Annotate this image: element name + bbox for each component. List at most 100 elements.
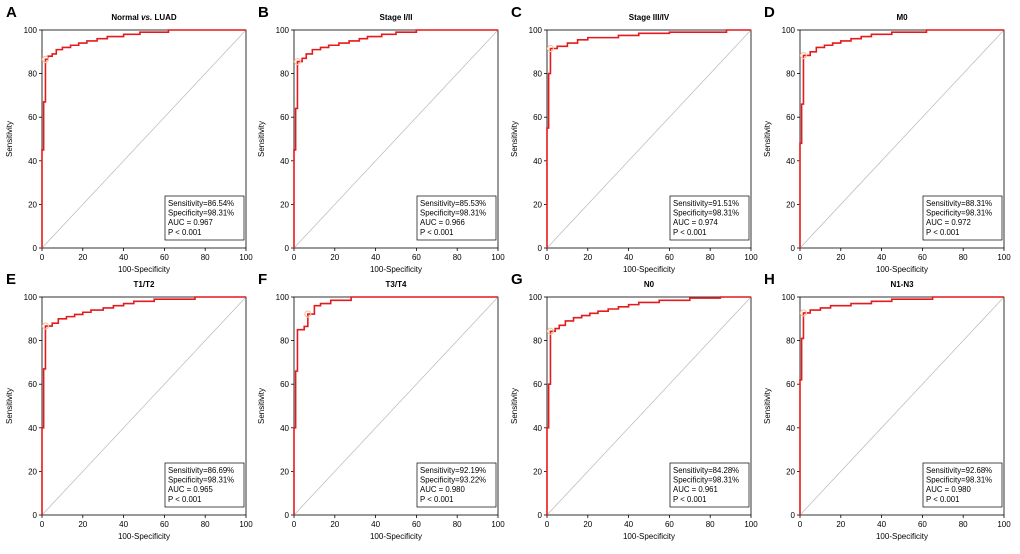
- y-tick-label: 40: [786, 157, 795, 166]
- x-tick-label: 100: [491, 253, 505, 262]
- legend-line: Sensitivity=86.54%: [168, 199, 234, 208]
- legend-line: AUC = 0.972: [926, 218, 971, 227]
- panel-title-text: T1/T2: [134, 280, 155, 289]
- y-tick-label: 100: [529, 26, 543, 35]
- x-tick-label: 0: [798, 253, 803, 262]
- x-tick-label: 20: [330, 520, 339, 529]
- legend-line: AUC = 0.965: [168, 485, 214, 494]
- panel-letter: A: [6, 4, 17, 21]
- legend-box: [164, 462, 245, 508]
- x-tick-label: 100: [997, 253, 1011, 262]
- x-tick-label: 60: [412, 253, 421, 262]
- legend-line: Specificity=98.31%: [673, 476, 739, 485]
- roc-curve: [546, 29, 751, 248]
- legend-line: P < 0.001: [168, 228, 201, 237]
- panel-title: T3/T4: [386, 280, 407, 289]
- legend-box: [669, 462, 750, 508]
- y-tick-label: 20: [533, 467, 542, 476]
- panel-title-text: M0: [896, 13, 908, 22]
- y-tick-label: 0: [285, 244, 290, 253]
- panel-title-text: Stage I/II: [380, 13, 413, 22]
- panel-title: Stage I/II: [380, 13, 413, 22]
- x-tick-label: 20: [78, 520, 87, 529]
- x-tick-label: 0: [292, 520, 297, 529]
- legend-line: AUC = 0.980: [420, 485, 466, 494]
- legend-line: AUC = 0.967: [168, 218, 213, 227]
- panel-letter: E: [6, 271, 16, 288]
- y-tick-label: 60: [28, 113, 37, 122]
- panel-title: N1-N3: [890, 280, 914, 289]
- roc-panel-c: C Stage III/IV 00 20 20 40 40 60 60 80 80 100 100 100…: [510, 4, 758, 274]
- legend-line: P < 0.001: [420, 495, 453, 504]
- plot-frame: [41, 296, 247, 516]
- legend-line: Specificity=98.31%: [926, 209, 992, 218]
- x-tick-label: 20: [78, 253, 87, 262]
- legend-line: P < 0.001: [420, 228, 453, 237]
- panel-title-text: N0: [644, 280, 655, 289]
- x-tick-label: 0: [798, 520, 803, 529]
- x-tick-label: 60: [160, 520, 169, 529]
- y-axis-label: Sensitivity: [257, 121, 266, 157]
- x-tick-label: 100: [744, 253, 758, 262]
- y-tick-label: 100: [529, 293, 543, 302]
- legend-box: [922, 195, 1003, 241]
- legend-line: Specificity=98.31%: [168, 476, 234, 485]
- roc-curve: [293, 29, 498, 248]
- x-tick-label: 40: [371, 520, 380, 529]
- legend-line: Sensitivity=88.31%: [926, 199, 992, 208]
- y-tick-label: 40: [280, 424, 289, 433]
- x-tick-label: 40: [119, 253, 128, 262]
- cutoff-marker: [41, 55, 50, 63]
- y-tick-label: 0: [538, 244, 543, 253]
- x-tick-label: 20: [583, 520, 592, 529]
- panel-title: N0: [644, 280, 655, 289]
- x-tick-label: 80: [201, 253, 210, 262]
- panel-title-text: T3/T4: [386, 280, 407, 289]
- y-tick-label: 100: [24, 293, 38, 302]
- x-tick-label: 20: [583, 253, 592, 262]
- legend-line: P < 0.001: [926, 228, 959, 237]
- panel-letter: B: [258, 4, 269, 21]
- roc-panel-h: H N1-N3 00 20 20 40 40 60 60 80 80 100 100 100-Specif…: [763, 271, 1011, 541]
- x-tick-label: 40: [624, 253, 633, 262]
- roc-panel-d: D M0 00 20 20 40 40 60 60 80 80 100 100 100-Specifici…: [763, 4, 1011, 274]
- panel-letter: F: [258, 271, 267, 288]
- y-axis-label: Sensitivity: [5, 121, 14, 157]
- roc-curve: [41, 29, 246, 248]
- x-tick-label: 60: [918, 520, 927, 529]
- panel-letter: H: [764, 271, 775, 288]
- y-tick-label: 60: [786, 380, 795, 389]
- y-tick-label: 40: [28, 424, 37, 433]
- legend-line: AUC = 0.966: [420, 218, 465, 227]
- plot-frame: [799, 29, 1005, 249]
- legend-box: [669, 195, 750, 241]
- x-tick-label: 40: [119, 520, 128, 529]
- x-tick-label: 20: [836, 253, 845, 262]
- y-tick-label: 20: [28, 200, 37, 209]
- x-tick-label: 100: [239, 520, 253, 529]
- y-tick-label: 40: [280, 157, 289, 166]
- x-tick-label: 40: [624, 520, 633, 529]
- y-tick-label: 80: [28, 337, 37, 346]
- x-tick-label: 40: [877, 520, 886, 529]
- y-tick-label: 20: [533, 200, 542, 209]
- reference-diagonal: [293, 29, 499, 249]
- panel-letter: C: [511, 4, 522, 21]
- x-tick-label: 60: [665, 253, 674, 262]
- legend-line: P < 0.001: [673, 228, 706, 237]
- x-axis-label: 100-Specificity: [118, 532, 170, 541]
- cutoff-marker: [799, 309, 808, 317]
- x-axis-label: 100-Specificity: [623, 265, 675, 274]
- cutoff-marker: [546, 327, 555, 335]
- panel-title: M0: [896, 13, 908, 22]
- y-tick-label: 20: [280, 200, 289, 209]
- legend-line: Sensitivity=85.53%: [420, 199, 486, 208]
- x-tick-label: 80: [959, 253, 968, 262]
- y-tick-label: 60: [533, 113, 542, 122]
- cutoff-marker: [293, 57, 302, 66]
- y-tick-label: 60: [280, 113, 289, 122]
- reference-diagonal: [799, 296, 1005, 516]
- panel-title: Normal vs. LUAD: [111, 13, 177, 22]
- y-tick-label: 0: [538, 511, 543, 520]
- legend-box: [416, 195, 497, 241]
